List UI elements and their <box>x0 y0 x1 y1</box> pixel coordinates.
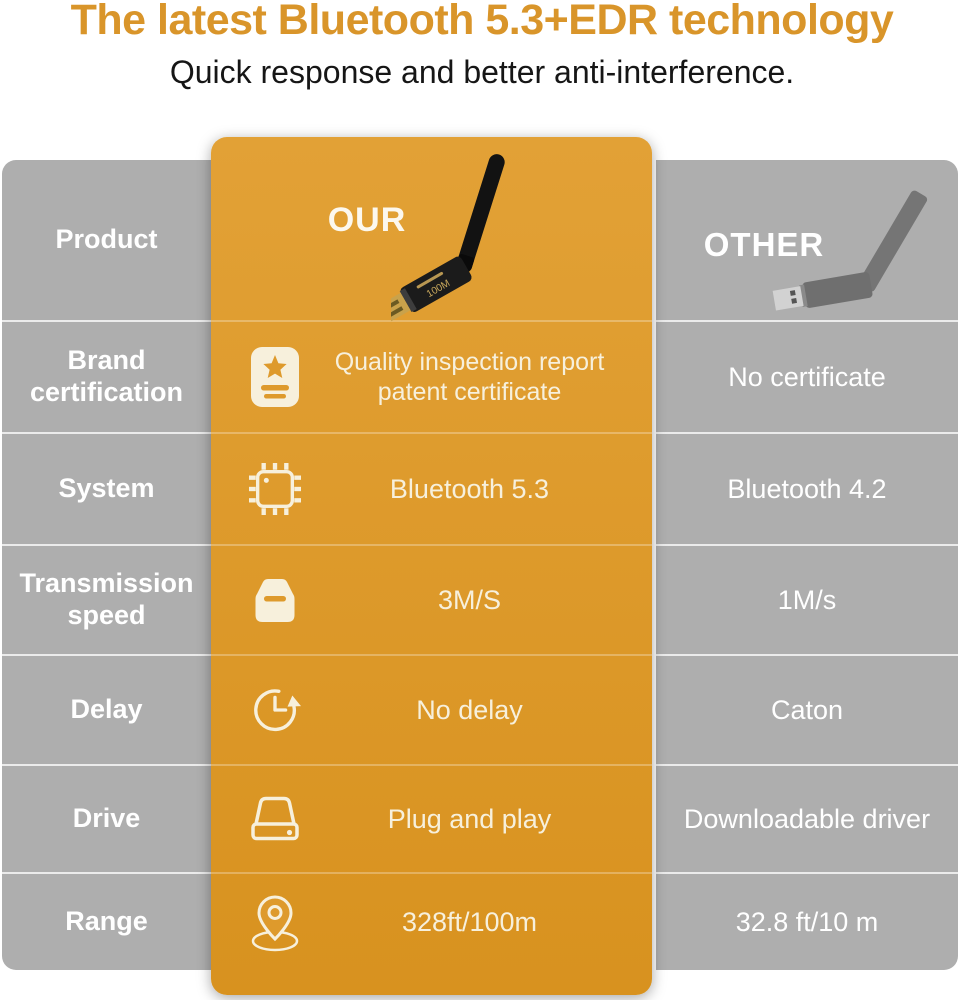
other-value-system: Bluetooth 4.2 <box>656 432 958 544</box>
our-row-delay: No delay <box>211 654 652 764</box>
our-value-delay: No delay <box>416 694 523 725</box>
our-value-transmission-speed: 3M/S <box>437 584 502 615</box>
page-subtitle: Quick response and better anti-interfere… <box>169 54 795 90</box>
chip-icon <box>245 463 305 515</box>
feature-label-brand-certification: Brand certification <box>2 320 211 432</box>
our-column-header: OUR <box>327 201 407 239</box>
our-value-brand-certification: Quality inspection report patent certifi… <box>334 347 605 407</box>
feature-column: Product Brand certification System Trans… <box>2 160 211 970</box>
other-product-cell: OTHER <box>656 160 958 320</box>
other-value-transmission-speed: 1M/s <box>656 544 958 654</box>
our-row-brand-certification: Quality inspection report patent certifi… <box>211 320 652 432</box>
other-product-image <box>772 190 928 311</box>
certificate-icon <box>245 347 305 407</box>
page-title: The latest Bluetooth 5.3+EDR technology <box>70 0 894 44</box>
feature-label-system: System <box>2 432 211 544</box>
other-column-header: OTHER <box>703 226 825 263</box>
our-value-range: 328ft/100m <box>401 906 538 937</box>
our-value-drive: Plug and play <box>387 803 552 834</box>
location-pin-icon <box>245 891 305 953</box>
other-column: OTHER No certificate Bluetooth 4.2 1M/s … <box>656 160 958 970</box>
our-column: OUR 100M <box>211 137 652 995</box>
our-value-system: Bluetooth 5.3 <box>389 473 550 504</box>
feature-label-range: Range <box>2 872 211 970</box>
our-row-transmission-speed: 3M/S <box>211 544 652 654</box>
feature-label-drive: Drive <box>2 764 211 872</box>
other-value-drive: Downloadable driver <box>656 764 958 872</box>
feature-label-delay: Delay <box>2 654 211 764</box>
our-product-image: 100M <box>391 154 505 322</box>
storage-box-icon <box>245 575 305 625</box>
feature-label-transmission-speed: Transmission speed <box>2 544 211 654</box>
history-clock-icon <box>245 684 305 736</box>
our-product-cell: OUR 100M <box>211 137 652 322</box>
other-value-brand-certification: No certificate <box>656 320 958 432</box>
other-value-range: 32.8 ft/10 m <box>656 872 958 970</box>
feature-label-product: Product <box>55 224 158 255</box>
our-row-range: 328ft/100m <box>211 872 652 970</box>
other-value-delay: Caton <box>656 654 958 764</box>
our-row-system: Bluetooth 5.3 <box>211 432 652 544</box>
our-row-drive: Plug and play <box>211 764 652 872</box>
hard-drive-icon <box>245 794 305 844</box>
